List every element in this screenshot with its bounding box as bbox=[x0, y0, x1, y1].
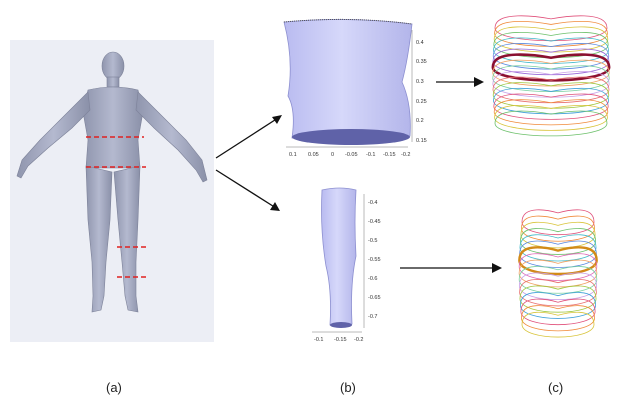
torso-y-ticks: 0.4 0.35 0.3 0.25 0.2 0.15 bbox=[416, 40, 427, 144]
torso-x-tick: -0.15 bbox=[383, 152, 396, 158]
torso-x-tick: 0.1 bbox=[289, 152, 297, 158]
slice-contour bbox=[521, 215, 595, 242]
panel-label-c: (c) bbox=[548, 380, 564, 395]
slice-contour bbox=[494, 110, 608, 137]
leg-y-tick: -0.45 bbox=[368, 219, 381, 225]
slice-contour bbox=[519, 279, 597, 307]
slice-contour bbox=[518, 272, 598, 300]
arrow-to-torso-head bbox=[272, 115, 282, 124]
body-scan-panel bbox=[10, 40, 214, 342]
torso-y-tick: 0.3 bbox=[416, 79, 424, 85]
torso-y-tick: 0.25 bbox=[416, 99, 427, 105]
slice-contour bbox=[493, 31, 609, 59]
leg-x-ticks: -0.1 -0.15 -0.2 bbox=[314, 337, 363, 343]
torso-x-tick: 0 bbox=[331, 152, 334, 158]
slice-contour bbox=[521, 305, 595, 332]
torso-x-tick: -0.05 bbox=[345, 152, 358, 158]
slice-contour bbox=[492, 76, 610, 104]
slice-contour bbox=[493, 87, 609, 115]
torso-y-tick: 0.35 bbox=[416, 59, 427, 65]
leg-surface bbox=[321, 187, 357, 328]
arrow-to-torso bbox=[215, 117, 279, 159]
slice-contour bbox=[518, 266, 598, 294]
torso-cross-sections bbox=[491, 15, 611, 137]
slice-contour bbox=[519, 228, 597, 255]
slice-contour bbox=[519, 234, 597, 262]
arrow-to-torso-slices-head bbox=[474, 77, 484, 87]
slice-contour bbox=[492, 48, 610, 76]
leg-bottom-cap bbox=[330, 322, 352, 328]
torso-x-ticks: 0.1 0.05 0 -0.05 -0.1 -0.15 -0.2 bbox=[289, 152, 410, 158]
slice-contour bbox=[519, 240, 597, 268]
leg-x-tick: -0.2 bbox=[354, 337, 363, 343]
torso-x-tick: 0.05 bbox=[308, 152, 319, 158]
arrow-to-leg-head bbox=[270, 202, 280, 211]
leg-y-tick: -0.4 bbox=[368, 200, 377, 206]
leg-surface-plot: -0.4 -0.45 -0.5 -0.55 -0.6 -0.65 -0.7 -0… bbox=[312, 187, 381, 343]
slice-contour bbox=[493, 37, 609, 64]
slice-contour bbox=[519, 292, 597, 319]
panel-label-b: (b) bbox=[340, 380, 356, 395]
slice-contour bbox=[519, 285, 597, 313]
leg-y-ticks: -0.4 -0.45 -0.5 -0.55 -0.6 -0.65 -0.7 bbox=[368, 200, 381, 320]
arrow-to-leg bbox=[215, 169, 277, 209]
leg-y-tick: -0.55 bbox=[368, 257, 381, 263]
leg-x-tick: -0.1 bbox=[314, 337, 323, 343]
slice-contour bbox=[493, 99, 609, 126]
panel-label-a: (a) bbox=[106, 380, 122, 395]
slice-contour bbox=[494, 104, 608, 131]
torso-top-rim bbox=[283, 18, 413, 25]
slice-contour bbox=[493, 26, 609, 53]
torso-y-tick: 0.2 bbox=[416, 118, 424, 124]
slice-contour bbox=[494, 20, 608, 47]
body-mesh bbox=[16, 51, 208, 313]
leg-y-tick: -0.5 bbox=[368, 238, 377, 244]
leg-y-tick: -0.65 bbox=[368, 295, 381, 301]
slice-contour bbox=[492, 65, 610, 92]
torso-surface bbox=[283, 19, 413, 143]
torso-surface-plot: 0.4 0.35 0.3 0.25 0.2 0.15 0.1 0.05 0 -0… bbox=[283, 18, 427, 158]
torso-y-tick: 0.15 bbox=[416, 138, 427, 144]
arrow-to-leg-slices-head bbox=[492, 263, 502, 273]
torso-bottom-cap bbox=[292, 129, 410, 145]
slice-contour bbox=[492, 82, 610, 109]
torso-x-tick: -0.1 bbox=[366, 152, 375, 158]
torso-x-tick: -0.2 bbox=[401, 152, 410, 158]
torso-y-tick: 0.4 bbox=[416, 40, 424, 46]
leg-cross-sections bbox=[518, 209, 598, 338]
slice-contour bbox=[520, 298, 596, 325]
slice-contour bbox=[521, 311, 595, 338]
leg-x-tick: -0.15 bbox=[334, 337, 347, 343]
slice-contour bbox=[494, 15, 608, 41]
highlighted-slice-contour bbox=[491, 53, 611, 82]
slice-contour bbox=[492, 59, 610, 87]
slice-contour bbox=[492, 70, 610, 98]
slice-contour bbox=[493, 93, 609, 120]
leg-y-tick: -0.7 bbox=[368, 314, 377, 320]
slice-contour bbox=[518, 259, 598, 288]
slice-contour bbox=[492, 43, 610, 70]
leg-y-tick: -0.6 bbox=[368, 276, 377, 282]
slice-contour bbox=[521, 209, 595, 235]
